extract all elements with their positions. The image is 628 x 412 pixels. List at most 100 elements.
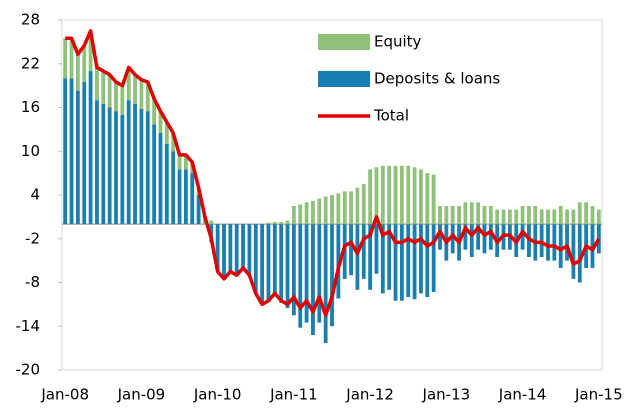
bar — [317, 198, 322, 225]
bar — [285, 220, 290, 225]
bar — [565, 209, 569, 225]
bar — [463, 224, 468, 250]
bar — [228, 224, 233, 272]
bar — [222, 224, 226, 279]
bar — [260, 224, 265, 305]
bar — [272, 224, 277, 296]
legend-label: Deposits & loans — [374, 70, 500, 88]
bar — [171, 151, 176, 225]
x-tick-label: Jan-08 — [40, 386, 89, 404]
bar — [349, 224, 353, 276]
bar — [298, 204, 303, 225]
bar — [539, 209, 544, 225]
bar — [253, 224, 258, 294]
bar — [399, 224, 404, 301]
bar — [323, 224, 328, 344]
bar — [342, 191, 347, 225]
bar — [406, 224, 411, 298]
bar — [577, 224, 582, 283]
bar — [361, 184, 366, 225]
total-line — [65, 29, 601, 318]
bar — [285, 224, 290, 309]
bar — [114, 81, 118, 112]
bar — [520, 205, 525, 225]
bar — [126, 67, 131, 101]
bar — [145, 81, 150, 112]
bar — [304, 202, 309, 225]
bar — [507, 209, 512, 225]
y-tick-label: -8 — [25, 273, 40, 291]
bar — [133, 103, 137, 225]
bar — [558, 224, 563, 268]
bar — [177, 169, 182, 225]
bar — [374, 167, 379, 225]
bar — [247, 224, 252, 276]
bar — [336, 193, 341, 225]
x-tick-label: Jan-14 — [498, 386, 547, 404]
bar — [399, 165, 404, 225]
bar — [120, 85, 125, 115]
bar — [469, 202, 474, 225]
bar — [412, 224, 417, 300]
bar — [139, 108, 144, 225]
x-tick-label: Jan-11 — [269, 386, 318, 404]
bar — [145, 111, 150, 225]
bar — [82, 81, 87, 225]
bar — [450, 205, 455, 225]
bar — [387, 165, 392, 225]
bar — [266, 224, 271, 303]
bar — [158, 111, 163, 134]
bar — [438, 224, 442, 250]
bar — [215, 224, 220, 272]
y-tick-label: 4 — [30, 186, 40, 204]
bar — [552, 224, 557, 261]
bar — [152, 98, 157, 125]
bar — [571, 224, 576, 279]
bar — [419, 169, 423, 225]
bar — [279, 224, 284, 303]
bar — [431, 174, 436, 225]
bar — [126, 100, 131, 225]
bar — [291, 205, 296, 225]
bar — [298, 224, 303, 328]
y-tick-label: 28 — [21, 11, 40, 29]
bar — [209, 220, 214, 225]
bar — [196, 195, 201, 225]
y-tick-label: 16 — [21, 98, 40, 116]
bar — [272, 221, 277, 225]
bar — [425, 173, 430, 225]
bar — [590, 205, 595, 225]
bar — [393, 224, 398, 301]
bar — [558, 205, 563, 225]
bar — [546, 209, 550, 225]
y-tick-label: -20 — [16, 361, 41, 379]
bar — [450, 224, 455, 254]
bar — [266, 222, 271, 225]
bar — [596, 224, 601, 254]
bar — [190, 173, 195, 225]
bar — [177, 154, 182, 170]
bar — [476, 224, 481, 250]
bar — [355, 224, 360, 290]
bar — [482, 205, 487, 225]
bar — [183, 154, 188, 170]
bar — [336, 224, 341, 299]
bar — [488, 205, 493, 225]
bar — [590, 224, 595, 268]
bar — [101, 71, 106, 104]
bar — [304, 224, 309, 323]
bar — [69, 38, 74, 79]
bar — [527, 205, 531, 225]
bar — [501, 209, 506, 225]
bar — [95, 67, 99, 101]
bar — [323, 196, 328, 225]
bar — [368, 224, 373, 290]
bar — [63, 38, 68, 79]
bar — [164, 143, 169, 225]
bar — [75, 90, 80, 225]
bar — [114, 111, 118, 225]
bar — [533, 205, 538, 225]
bar — [120, 114, 125, 225]
bar — [438, 205, 442, 225]
bar — [101, 103, 106, 225]
